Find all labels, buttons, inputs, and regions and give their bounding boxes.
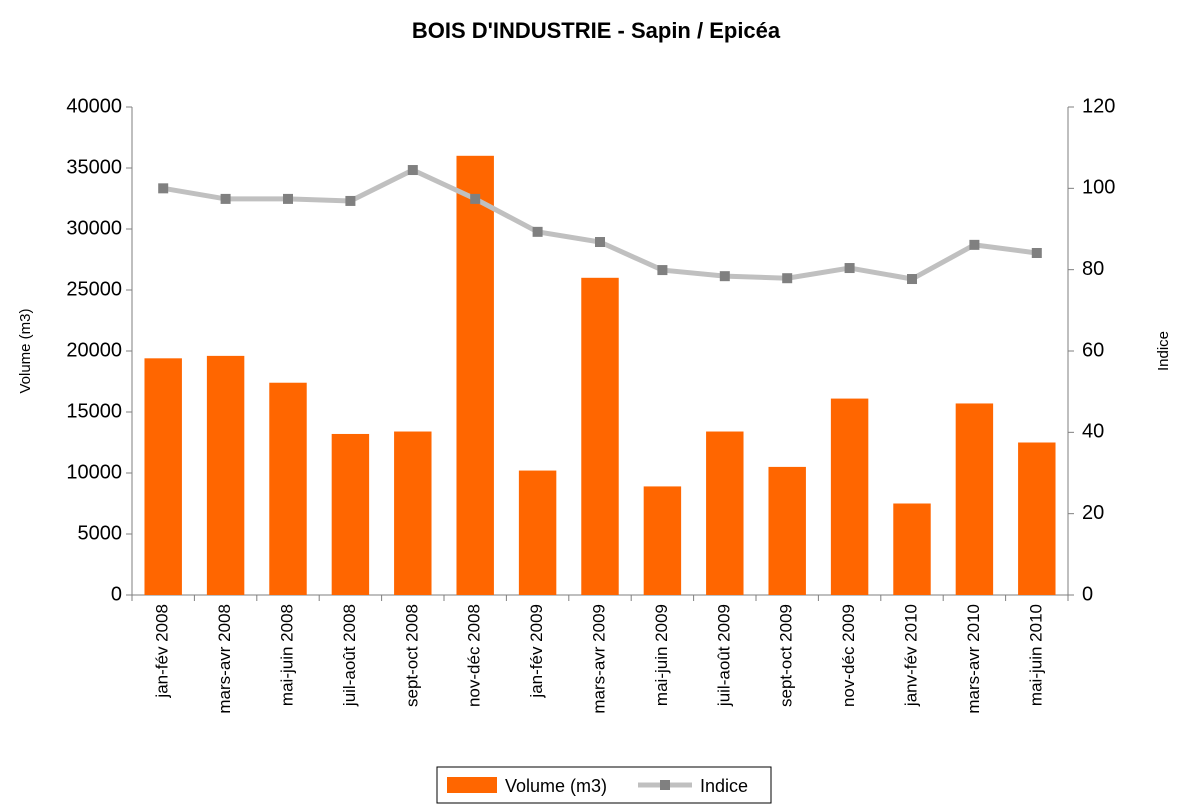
bar — [394, 431, 432, 595]
marker — [907, 274, 917, 285]
x-tick-label: janv-fév 2010 — [901, 604, 920, 707]
x-tick-label: mai-juin 2010 — [1026, 604, 1045, 706]
marker — [782, 273, 793, 284]
marker — [345, 195, 356, 206]
line — [162, 167, 1038, 282]
x-tick-label: jan-fév 2008 — [153, 604, 172, 699]
y2-axis-label: Indice — [1155, 331, 1172, 371]
x-tick-label: juil-août 2008 — [340, 604, 359, 707]
bar — [955, 403, 994, 595]
bar — [269, 382, 307, 595]
y-tick-label: 15000 — [66, 400, 122, 422]
bar — [518, 470, 557, 595]
bar — [768, 466, 806, 595]
bar — [830, 398, 869, 595]
x-tick-label: sept-oct 2009 — [777, 604, 796, 707]
x-tick-label: mars-avr 2010 — [964, 604, 983, 714]
chart-title: BOIS D'INDUSTRIE - Sapin / Epicéa — [412, 18, 781, 43]
y2-tick-label: 120 — [1082, 95, 1115, 117]
marker — [220, 193, 231, 204]
y2-tick-label: 40 — [1082, 421, 1104, 443]
marker — [844, 263, 855, 274]
marker — [1031, 247, 1042, 258]
y2-tick-label: 0 — [1082, 583, 1093, 605]
x-tick-label: juil-août 2009 — [714, 604, 733, 707]
x-tick-label: nov-déc 2009 — [839, 604, 858, 707]
y2-tick-label: 80 — [1082, 258, 1104, 280]
bar — [331, 433, 370, 595]
marker — [470, 193, 481, 204]
y-tick-label: 35000 — [66, 156, 122, 178]
marker — [158, 183, 169, 194]
legend-label: Volume (m3) — [505, 776, 607, 796]
legend-swatch — [447, 777, 497, 793]
y-tick-label: 0 — [111, 583, 122, 605]
marker — [283, 193, 293, 204]
y2-tick-label: 60 — [1082, 339, 1104, 361]
marker — [969, 239, 980, 250]
y-tick-label: 10000 — [66, 461, 122, 483]
marker — [407, 165, 418, 176]
bar — [1018, 442, 1056, 595]
bar — [893, 503, 931, 595]
bar — [706, 431, 744, 595]
y-tick-label: 25000 — [66, 278, 122, 300]
bar — [456, 155, 494, 596]
marker — [532, 226, 543, 237]
legend-label: Indice — [700, 776, 748, 796]
x-tick-label: jan-fév 2009 — [527, 604, 546, 699]
y-axis-label: Volume (m3) — [17, 308, 34, 393]
y2-tick-label: 100 — [1082, 177, 1115, 199]
x-tick-label: sept-oct 2008 — [402, 604, 421, 707]
y-tick-label: 30000 — [66, 217, 122, 239]
x-tick-label: mars-avr 2008 — [215, 604, 234, 714]
legend-swatch — [660, 780, 670, 790]
y-tick-label: 40000 — [66, 95, 122, 117]
marker — [719, 271, 730, 282]
bar — [144, 358, 182, 595]
x-tick-label: mars-avr 2009 — [589, 604, 608, 714]
bar — [643, 486, 682, 595]
marker — [657, 265, 668, 276]
bar — [581, 277, 619, 595]
y-tick-label: 20000 — [66, 339, 122, 361]
bar — [206, 355, 245, 595]
y-tick-label: 5000 — [78, 522, 123, 544]
y2-tick-label: 20 — [1082, 502, 1104, 524]
marker — [595, 237, 605, 248]
x-tick-label: mai-juin 2009 — [652, 604, 671, 706]
x-tick-label: mai-juin 2008 — [277, 604, 296, 706]
x-tick-label: nov-déc 2008 — [465, 604, 484, 707]
